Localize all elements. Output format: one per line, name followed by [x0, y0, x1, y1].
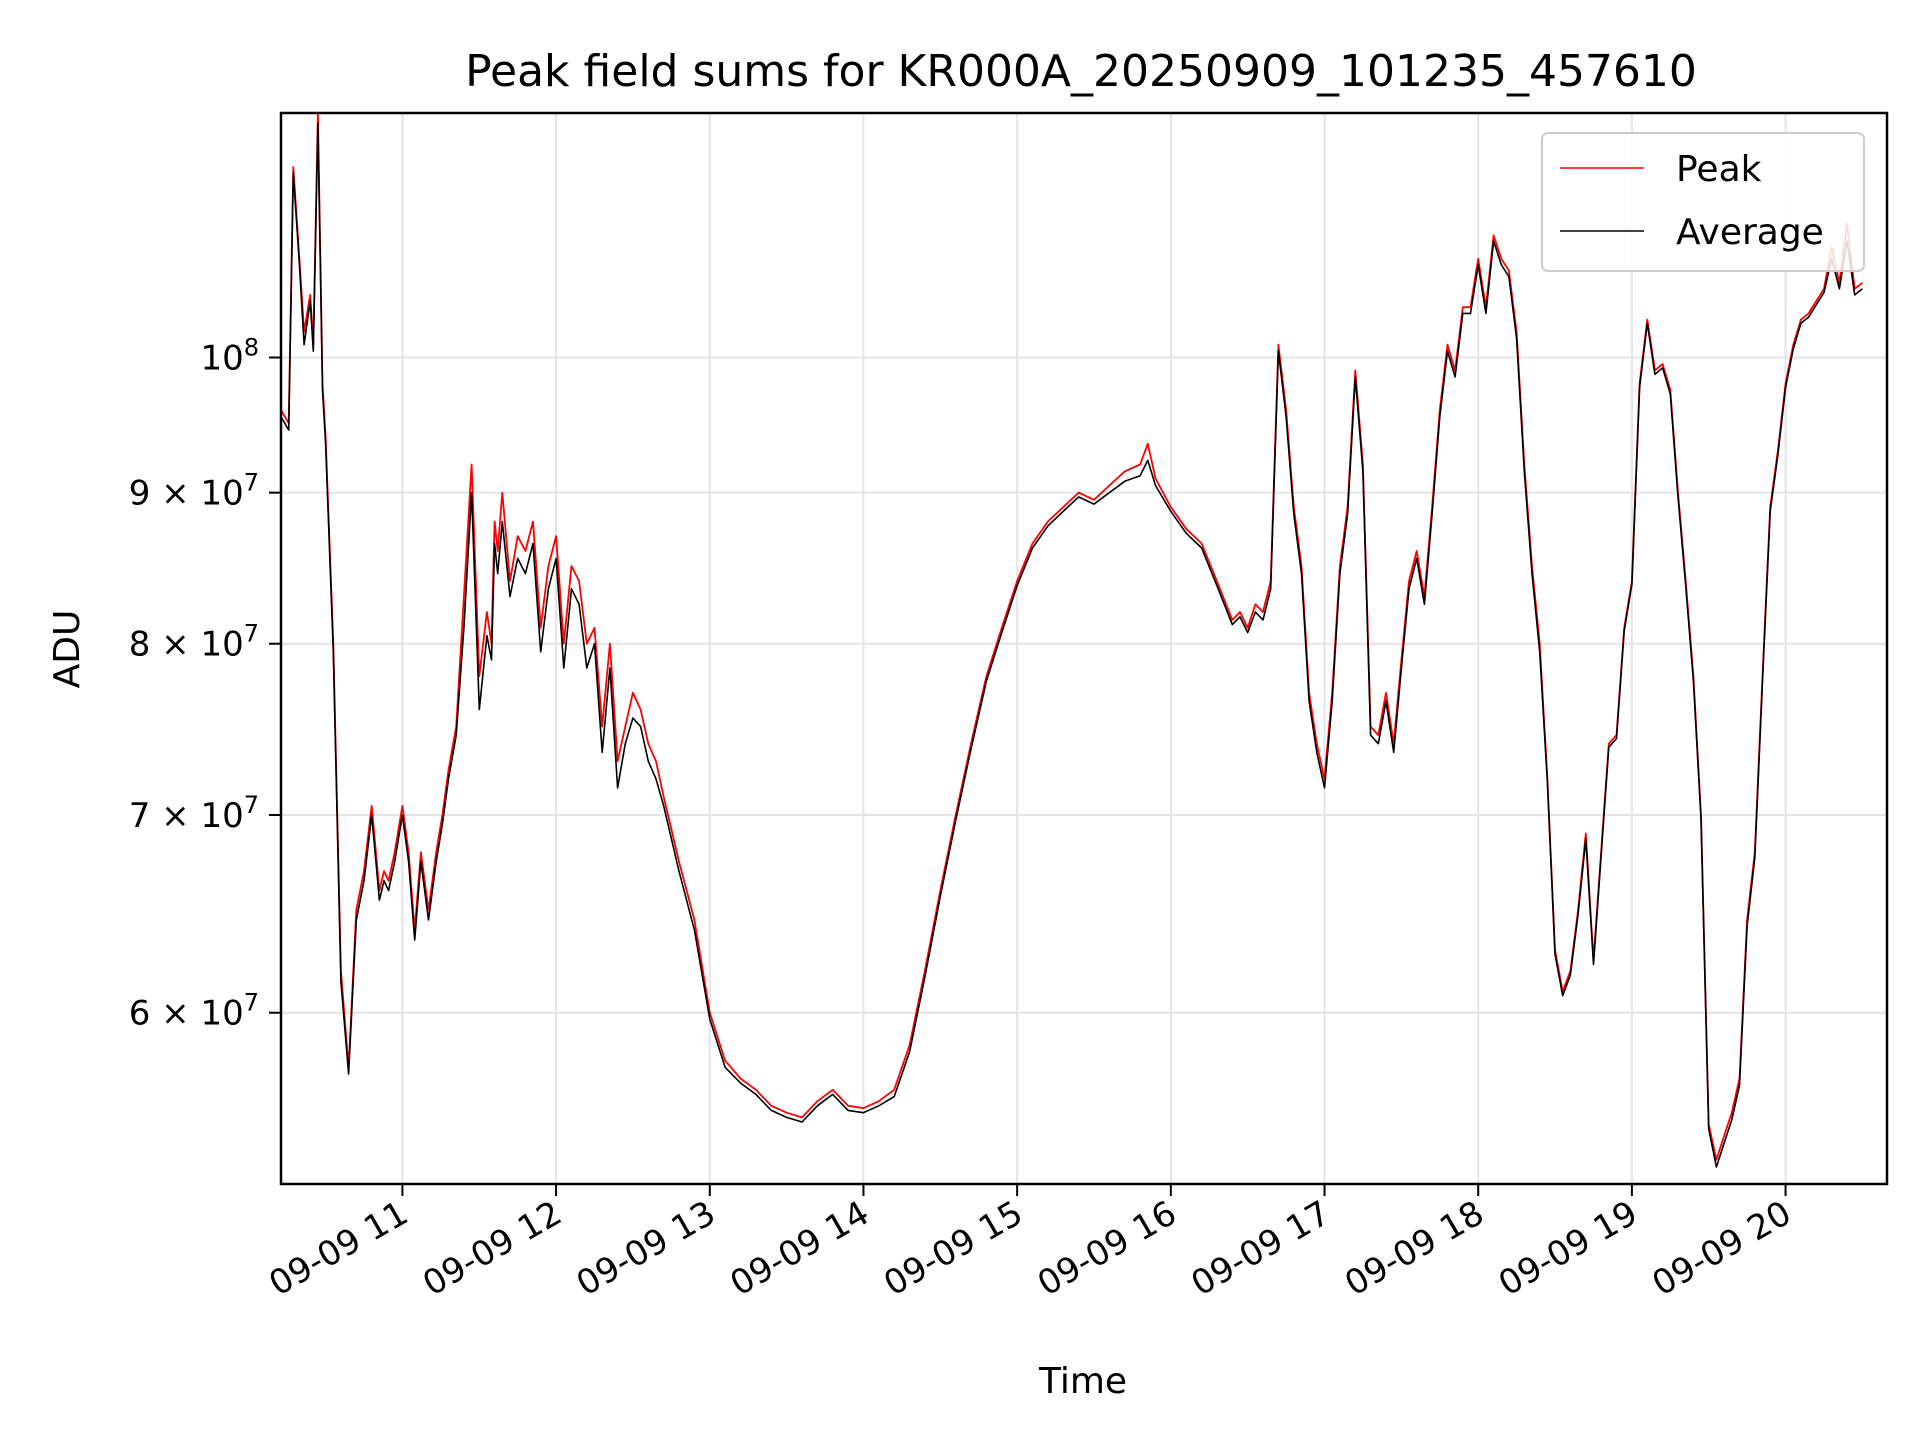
y-axis-label: ADU — [47, 610, 88, 689]
y-tick-label: 108 — [200, 334, 259, 379]
y-axis: 6 × 107 7 × 107 8 × 107 9 × 107 108 — [129, 334, 281, 1034]
series-lines — [281, 113, 1863, 1168]
legend-average-label: Average — [1676, 212, 1824, 253]
plot-frame — [279, 111, 1889, 1186]
series-average-line — [281, 122, 1863, 1168]
chart-title: Peak field sums for KR000A_20250909_1012… — [465, 46, 1697, 97]
legend: Peak Average — [1541, 132, 1865, 272]
x-axis-label: Time — [1038, 1361, 1127, 1402]
y-tick-label: 7 × 107 — [129, 791, 259, 836]
y-tick-label: 9 × 107 — [129, 469, 259, 514]
y-tick-label: 6 × 107 — [129, 989, 259, 1034]
grid — [281, 113, 1887, 1184]
y-tick-label: 8 × 107 — [129, 620, 259, 665]
legend-peak-label: Peak — [1676, 149, 1762, 190]
